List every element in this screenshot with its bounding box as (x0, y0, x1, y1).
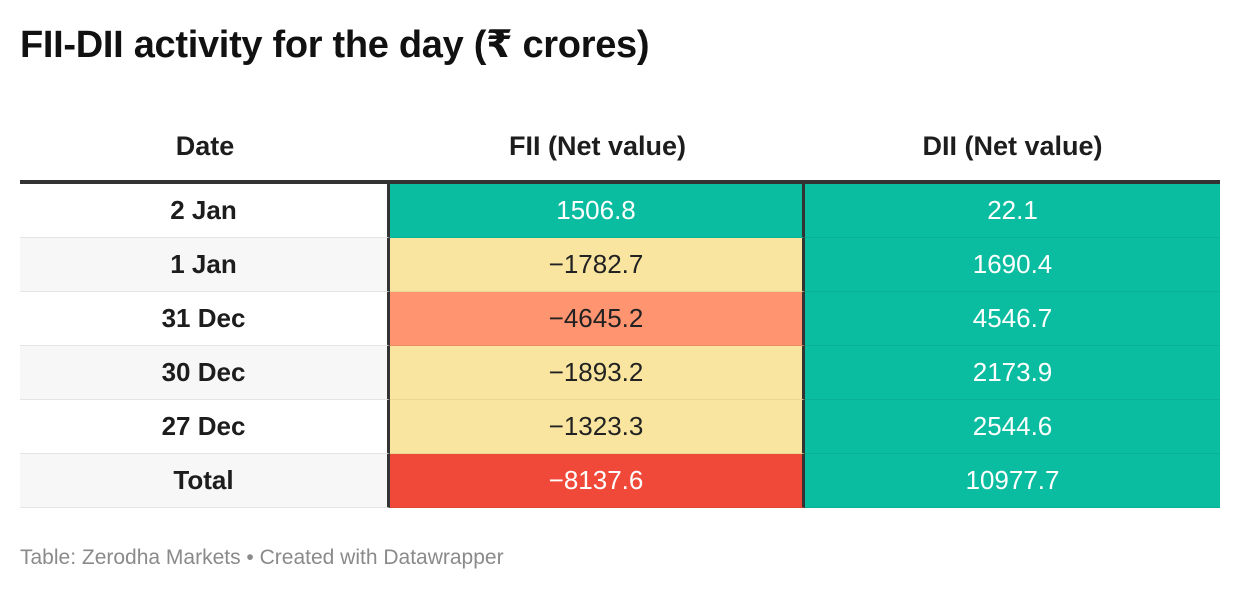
column-header-dii[interactable]: DII (Net value) (922, 130, 1103, 161)
table-row: 2 Jan 1506.8 22.1 (20, 184, 1220, 238)
data-table: Date FII (Net value) DII (Net value) 2 J… (20, 110, 1220, 508)
table-body: 2 Jan 1506.8 22.1 1 Jan −1782.7 1690.4 31 Dec −… (20, 184, 1220, 508)
source-footer: Table: Zerodha Markets • Created with Da… (20, 546, 504, 569)
fii-value-cell: −4645.2 (390, 292, 805, 346)
chart-title: FII-DII activity for the day (₹ crores) (20, 24, 650, 66)
row-date-cell: 2 Jan (20, 184, 390, 238)
fii-value-cell: −1323.3 (390, 400, 805, 454)
table-row: Total −8137.6 10977.7 (20, 454, 1220, 508)
row-date-cell: 27 Dec (20, 400, 390, 454)
fii-value-cell: −1782.7 (390, 238, 805, 292)
dii-value-cell: 4546.7 (805, 292, 1220, 346)
table-row: 27 Dec −1323.3 2544.6 (20, 400, 1220, 454)
dii-value-cell: 22.1 (805, 184, 1220, 238)
table-row: 30 Dec −1893.2 2173.9 (20, 346, 1220, 400)
row-date-cell: 31 Dec (20, 292, 390, 346)
fii-value-cell: −1893.2 (390, 346, 805, 400)
dii-value-cell: 1690.4 (805, 238, 1220, 292)
column-header-date[interactable]: Date (175, 130, 235, 161)
row-date-cell: Total (20, 454, 390, 508)
dii-value-cell: 2173.9 (805, 346, 1220, 400)
table-row: 1 Jan −1782.7 1690.4 (20, 238, 1220, 292)
table-row: 31 Dec −4645.2 4546.7 (20, 292, 1220, 346)
table-header-row: Date FII (Net value) DII (Net value) (20, 110, 1220, 184)
row-date-cell: 30 Dec (20, 346, 390, 400)
column-header-fii[interactable]: FII (Net value) (508, 130, 687, 161)
dii-value-cell: 2544.6 (805, 400, 1220, 454)
fii-value-cell: −8137.6 (390, 454, 805, 508)
dii-value-cell: 10977.7 (805, 454, 1220, 508)
fii-value-cell: 1506.8 (390, 184, 805, 238)
row-date-cell: 1 Jan (20, 238, 390, 292)
